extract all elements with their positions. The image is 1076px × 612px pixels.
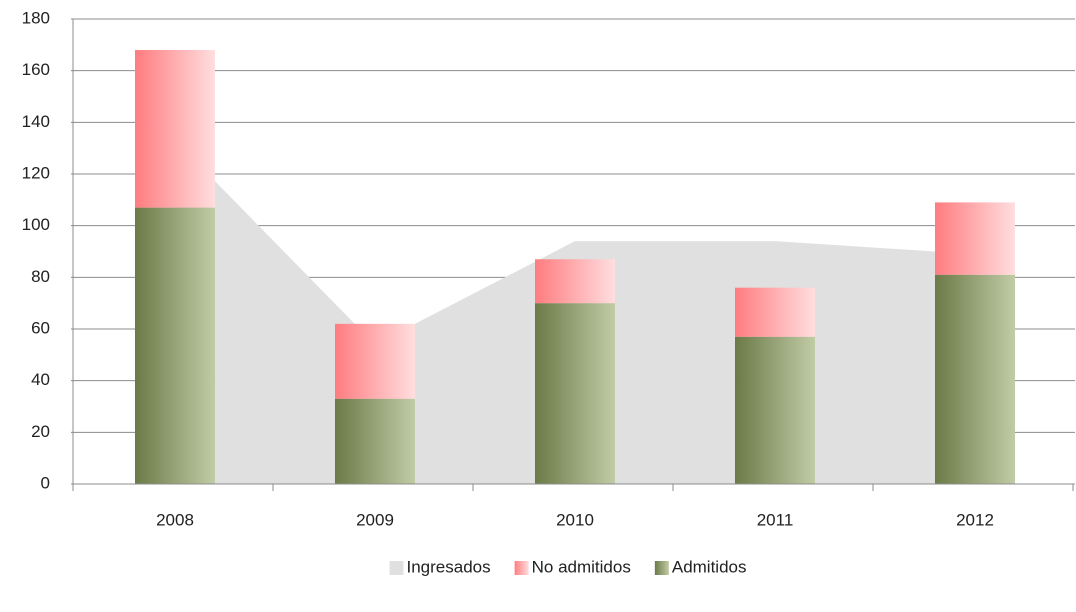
legend-swatch (514, 561, 529, 575)
x-tick-label: 2009 (356, 510, 394, 529)
legend-item: Ingresados (389, 557, 491, 576)
legend-label: Ingresados (407, 557, 491, 576)
y-tick-label: 20 (31, 422, 50, 441)
legend-item: No admitidos (514, 557, 631, 576)
legend-swatch (389, 561, 404, 575)
bar (335, 323, 415, 399)
x-tick-label: 2011 (757, 510, 794, 529)
y-tick-label: 160 (22, 60, 50, 79)
bar (535, 259, 615, 304)
y-tick-label: 0 (41, 473, 50, 492)
y-tick-label: 180 (22, 8, 50, 27)
y-tick-label: 60 (31, 318, 50, 337)
bar (735, 336, 815, 484)
y-tick-label: 80 (31, 267, 50, 286)
x-tick-label: 2010 (556, 510, 594, 529)
bar (335, 398, 415, 484)
y-tick-label: 140 (22, 112, 50, 131)
legend-label: No admitidos (532, 557, 631, 576)
bar (535, 303, 615, 484)
legend-swatch (654, 561, 669, 575)
bar (935, 202, 1015, 275)
y-tick-label: 40 (31, 370, 50, 389)
y-tick-label: 100 (22, 215, 50, 234)
x-tick-label: 2008 (156, 510, 194, 529)
legend-item: Admitidos (654, 557, 747, 576)
bar (735, 287, 815, 337)
bar (935, 274, 1015, 484)
bar (135, 207, 215, 485)
bar (135, 50, 215, 208)
legend-label: Admitidos (672, 557, 747, 576)
y-tick-label: 120 (22, 163, 50, 182)
x-tick-label: 2012 (956, 510, 994, 529)
